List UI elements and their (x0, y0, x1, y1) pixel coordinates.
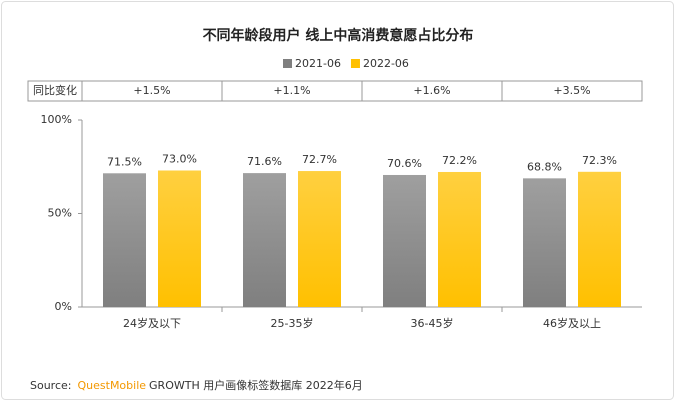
x-tick-label: 36-45岁 (411, 316, 454, 330)
x-tick-label: 46岁及以上 (543, 316, 601, 330)
chart-title: 不同年龄段用户 线上中高消费意愿占比分布 (203, 27, 474, 44)
legend-swatch (283, 59, 292, 68)
change-value: +1.6% (413, 84, 450, 97)
bar (438, 171, 481, 307)
bar (243, 173, 286, 307)
bar (158, 170, 201, 307)
legend-swatch (350, 59, 360, 68)
value-label: 68.8% (527, 160, 562, 173)
value-label: 71.6% (247, 155, 282, 168)
source-brand: QuestMobile (78, 379, 147, 392)
y-tick-label: 50% (48, 207, 72, 220)
change-value: +1.1% (273, 84, 310, 97)
y-tick-label: 100% (41, 113, 72, 126)
table-header: 同比变化 (33, 83, 77, 97)
x-tick-label: 25-35岁 (271, 316, 314, 330)
x-tick-label: 24岁及以下 (123, 316, 181, 330)
bar (383, 174, 426, 307)
legend-label: 2021-06 (295, 57, 341, 70)
table-border (27, 80, 643, 102)
value-label: 70.6% (387, 157, 422, 170)
source: Source: QuestMobile GROWTH 用户画像标签数据库 2022年… (30, 378, 363, 392)
source-text: GROWTH 用户画像标签数据库 2022年6月 (149, 378, 363, 392)
value-label: 72.2% (442, 154, 477, 167)
y-tick-label: 0% (55, 300, 72, 313)
bar (523, 178, 566, 307)
value-label: 73.0% (162, 152, 197, 165)
legend-label: 2022-06 (363, 57, 409, 70)
change-value: +1.5% (133, 84, 170, 97)
value-label: 72.7% (302, 153, 337, 166)
change-value: +3.5% (553, 84, 590, 97)
bar (578, 171, 621, 307)
bar (298, 171, 341, 307)
value-label: 71.5% (107, 155, 142, 168)
bar (103, 173, 146, 307)
value-label: 72.3% (582, 154, 617, 167)
source-label: Source: (30, 379, 72, 392)
